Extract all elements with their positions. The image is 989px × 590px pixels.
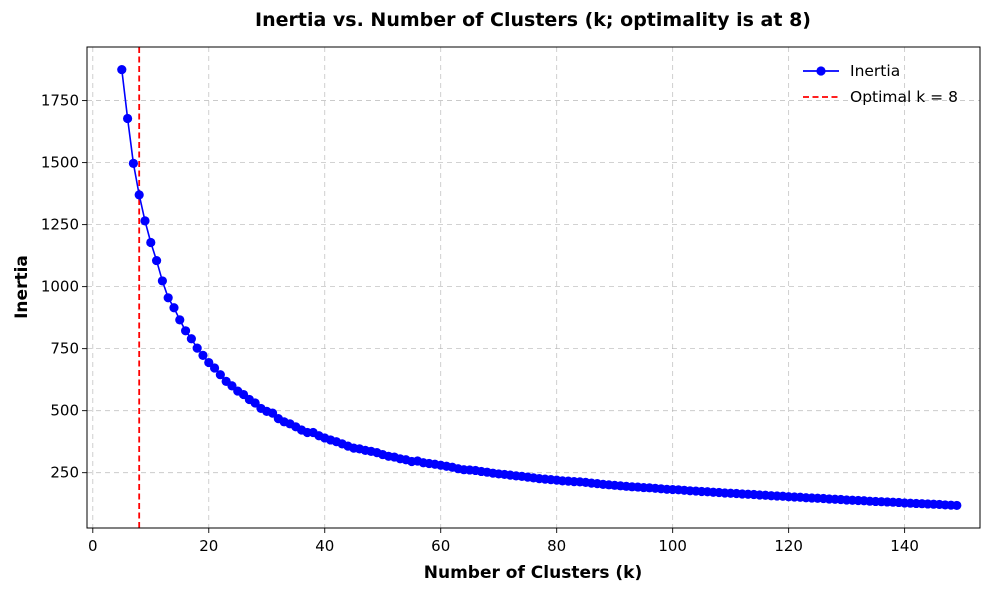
y-tick-label: 750 <box>50 340 79 358</box>
y-tick-label: 1500 <box>41 154 79 172</box>
inertia-point <box>204 357 214 368</box>
inertia-point <box>157 276 167 286</box>
x-tick-label: 80 <box>547 537 566 555</box>
plot-frame <box>86 46 981 529</box>
inertia-point <box>169 303 179 313</box>
inertia-point <box>180 326 191 336</box>
inertia-point <box>146 237 156 248</box>
legend-optimal-label: Optimal k = 8 <box>850 88 958 106</box>
x-tick-label: 60 <box>431 537 450 555</box>
inertia-point <box>267 408 278 418</box>
inertia-point <box>151 255 162 266</box>
legend-inertia-label: Inertia <box>850 62 900 80</box>
inertia-point <box>215 370 225 380</box>
inertia-point <box>140 216 150 226</box>
x-tick-label: 100 <box>658 537 687 555</box>
y-tick-label: 1250 <box>41 216 79 234</box>
y-tick-label: 500 <box>50 402 79 420</box>
inertia-point <box>128 158 138 168</box>
inertia-point <box>198 350 208 360</box>
inertia-point <box>175 315 185 325</box>
x-tick-label: 140 <box>890 537 919 555</box>
inertia-point <box>117 64 127 75</box>
grid <box>87 47 980 528</box>
ticks: 0 20 40 60 80 100 120 140 250 500 750 1000 1250 1500 1… <box>41 92 919 555</box>
y-tick-label: 1750 <box>41 92 79 110</box>
x-tick-label: 20 <box>199 537 218 555</box>
x-tick-label: 40 <box>315 537 334 555</box>
inertia-point <box>192 343 202 353</box>
inertia-point <box>186 334 196 344</box>
series-layer <box>117 64 962 511</box>
x-tick-label: 0 <box>88 537 98 555</box>
legend: Inertia Optimal k = 8 <box>803 62 958 106</box>
inertia-line <box>120 69 957 507</box>
x-tick-label: 120 <box>774 537 803 555</box>
y-axis-label: Inertia <box>12 255 32 319</box>
inertia-point <box>122 113 133 124</box>
inertia-point <box>952 500 962 511</box>
inertia-point <box>163 293 173 303</box>
y-tick-label: 250 <box>50 464 79 482</box>
inertia-point <box>134 190 144 200</box>
axes <box>86 46 981 529</box>
legend-inertia-marker <box>816 66 826 76</box>
x-axis-label: Number of Clusters (k) <box>424 563 643 583</box>
inertia-point <box>209 363 220 373</box>
y-tick-label: 1000 <box>41 278 79 296</box>
inertia-point <box>250 398 260 408</box>
chart-title: Inertia vs. Number of Clusters (k; optim… <box>255 9 811 31</box>
